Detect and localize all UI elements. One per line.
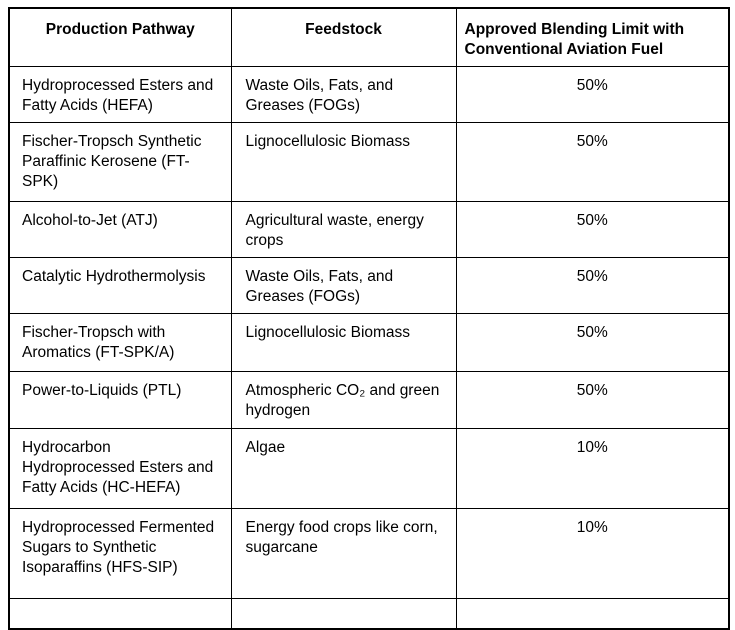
pathway-cell: Alcohol-to-Jet (ATJ) bbox=[8, 201, 232, 258]
table-row: Hydrocarbon Hydroprocessed Esters and Fa… bbox=[8, 428, 730, 509]
feedstock-cell: Waste Oils, Fats, and Greases (FOGs) bbox=[230, 66, 457, 123]
table-row: Hydroprocessed Fermented Sugars to Synth… bbox=[8, 508, 730, 599]
column-header-blending-limit: Approved Blending Limit with Conventiona… bbox=[455, 7, 730, 67]
feedstock-cell: Lignocellulosic Biomass bbox=[230, 122, 457, 202]
pathway-cell: Power-to-Liquids (PTL) bbox=[8, 371, 232, 429]
blending-limit-cell: 10% bbox=[455, 428, 730, 509]
feedstock-cell: Energy food crops like corn, sugarcane bbox=[230, 508, 457, 599]
table-row: Power-to-Liquids (PTL) Atmospheric CO₂ a… bbox=[8, 371, 730, 429]
table-row-partial-cutoff bbox=[8, 598, 730, 629]
table-row: Fischer-Tropsch with Aromatics (FT-SPK/A… bbox=[8, 313, 730, 372]
feedstock-cell: Atmospheric CO₂ and green hydrogen bbox=[230, 371, 457, 429]
pathway-cell: Hydroprocessed Esters and Fatty Acids (H… bbox=[8, 66, 232, 123]
blending-limit-cell bbox=[455, 598, 730, 629]
column-header-production-pathway: Production Pathway bbox=[8, 7, 232, 67]
feedstock-cell: Lignocellulosic Biomass bbox=[230, 313, 457, 372]
blending-limit-cell: 50% bbox=[455, 257, 730, 314]
pathway-cell: Hydroprocessed Fermented Sugars to Synth… bbox=[8, 508, 232, 599]
header-row: Production Pathway Feedstock Approved Bl… bbox=[8, 7, 730, 67]
blending-limit-cell: 50% bbox=[455, 122, 730, 202]
pathway-cell: Catalytic Hydrothermolysis bbox=[8, 257, 232, 314]
table-row: Catalytic Hydrothermolysis Waste Oils, F… bbox=[8, 257, 730, 314]
table-row: Hydroprocessed Esters and Fatty Acids (H… bbox=[8, 66, 730, 123]
table-row: Alcohol-to-Jet (ATJ) Agricultural waste,… bbox=[8, 201, 730, 258]
blending-limit-cell: 50% bbox=[455, 313, 730, 372]
pathway-cell: Hydrocarbon Hydroprocessed Esters and Fa… bbox=[8, 428, 232, 509]
column-header-feedstock: Feedstock bbox=[230, 7, 457, 67]
blending-limit-cell: 50% bbox=[455, 66, 730, 123]
pathway-cell bbox=[8, 598, 232, 629]
pathway-cell: Fischer-Tropsch Synthetic Paraffinic Ker… bbox=[8, 122, 232, 202]
blending-limit-cell: 10% bbox=[455, 508, 730, 599]
blending-limit-cell: 50% bbox=[455, 371, 730, 429]
table-row: Fischer-Tropsch Synthetic Paraffinic Ker… bbox=[8, 122, 730, 202]
feedstock-cell: Agricultural waste, energy crops bbox=[230, 201, 457, 258]
feedstock-cell: Algae bbox=[230, 428, 457, 509]
feedstock-cell: Waste Oils, Fats, and Greases (FOGs) bbox=[230, 257, 457, 314]
blending-limit-cell: 50% bbox=[455, 201, 730, 258]
saf-blending-limits-table: Production Pathway Feedstock Approved Bl… bbox=[8, 7, 730, 630]
feedstock-cell bbox=[230, 598, 457, 629]
pathway-cell: Fischer-Tropsch with Aromatics (FT-SPK/A… bbox=[8, 313, 232, 372]
